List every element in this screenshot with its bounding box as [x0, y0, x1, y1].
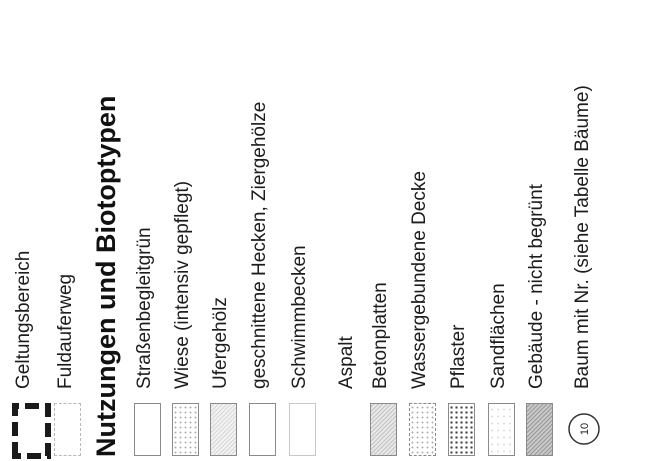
legend-label-strassenbegleitgruen: Straßenbegleitgrün	[134, 227, 155, 389]
swatch-wassergebundene-decke-icon	[409, 403, 436, 456]
swatch-strassenbegleitgruen-icon	[134, 403, 161, 456]
legend-label-fuldauferweg: Fuldauferweg	[55, 273, 76, 389]
swatch-hecken-icon	[249, 403, 276, 456]
swatch-pflaster-icon	[448, 403, 475, 456]
legend-label-hecken: geschnittene Hecken, Ziergehölze	[249, 101, 270, 389]
fuldauferweg-swatch-icon	[54, 403, 81, 456]
legend-label-pflaster: Pflaster	[448, 324, 469, 389]
legend-label-ufergehoelz: Ufergehölz	[210, 297, 231, 389]
legend-label-aspalt: Aspalt	[336, 336, 357, 389]
boundary-symbol-icon	[12, 403, 51, 459]
legend-label-wiese: Wiese (intensiv gepflegt)	[172, 180, 193, 389]
legend-label-geltungsbereich: Geltungsbereich	[13, 250, 34, 389]
legend-label-baum: Baum mit Nr. (siehe Tabelle Bäume)	[572, 85, 593, 389]
swatch-sandflaechen-icon	[488, 403, 515, 456]
legend-label-sandflaechen: Sandflächen	[488, 283, 509, 389]
legend-label-gebaeude: Gebäude - nicht begrünt	[526, 184, 547, 389]
legend-label-betonplatten: Betonplatten	[370, 282, 391, 389]
tree-number: 10	[579, 423, 591, 435]
swatch-betonplatten-icon	[370, 403, 397, 456]
swatch-gebaeude-icon	[526, 403, 553, 456]
swatch-ufergehoelz-icon	[210, 403, 237, 456]
legend-heading: Nutzungen und Biotoptypen	[91, 95, 121, 457]
legend-label-wassergebundene-decke: Wassergebundene Decke	[409, 171, 430, 389]
tree-circle-icon: 10	[568, 413, 600, 445]
legend-label-schwimmbecken: Schwimmbecken	[289, 245, 310, 389]
swatch-schwimmbecken-icon	[289, 403, 316, 456]
swatch-wiese-icon	[172, 403, 199, 456]
